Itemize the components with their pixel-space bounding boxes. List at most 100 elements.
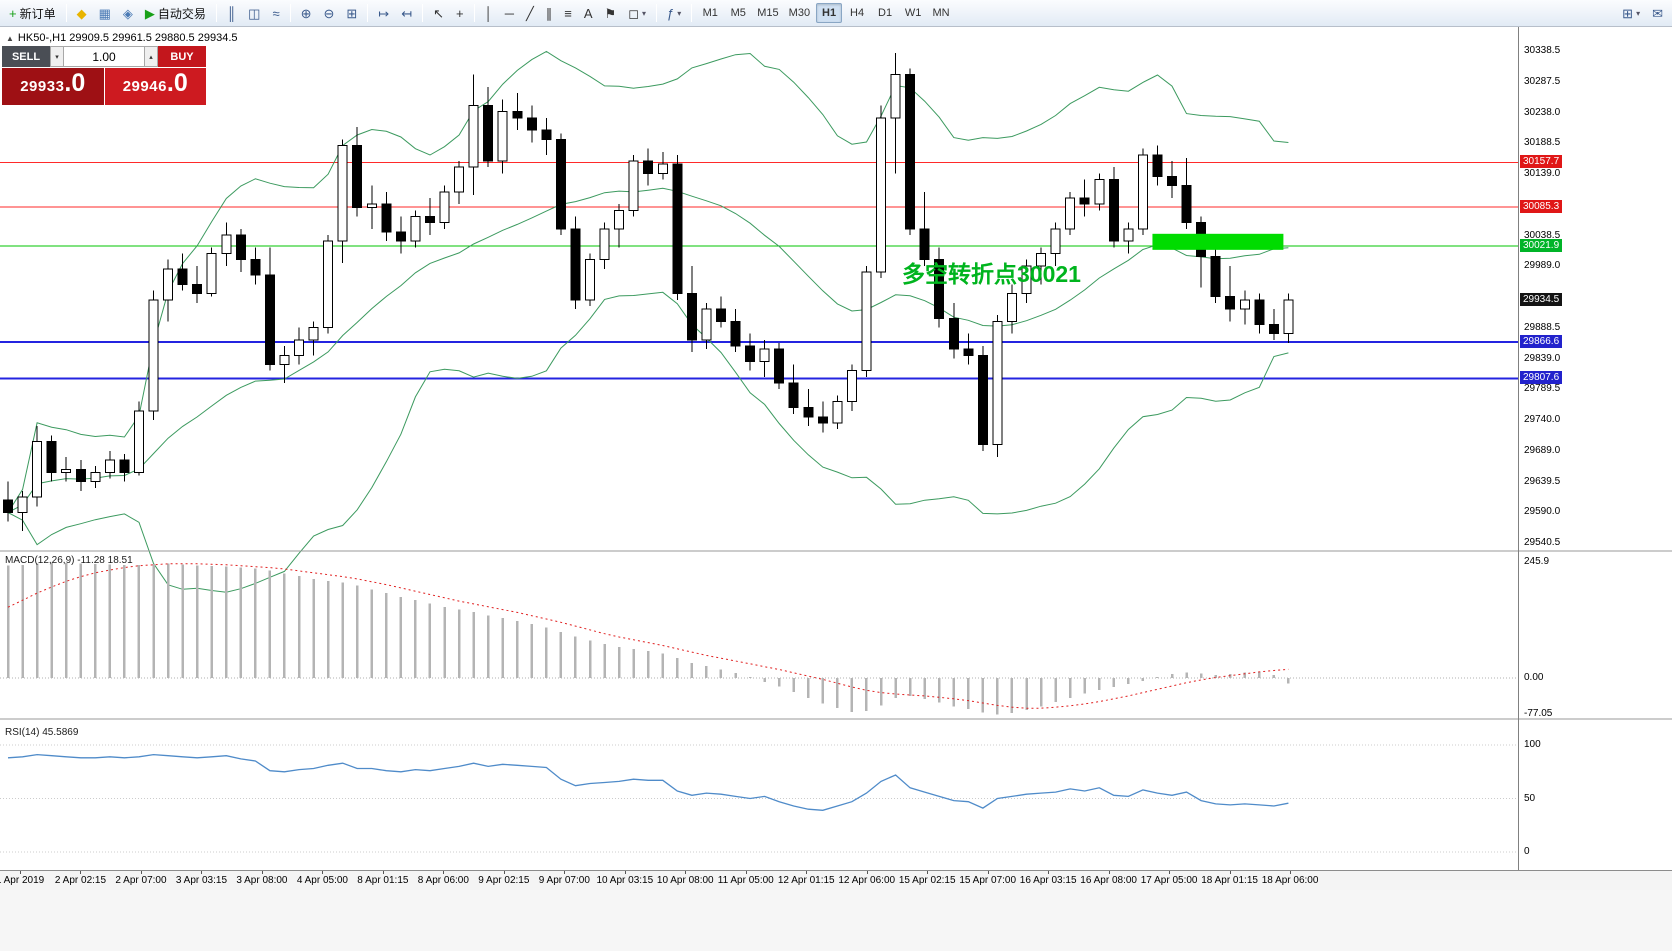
price-axis-label: 30238.0 bbox=[1524, 106, 1561, 118]
volume-input[interactable]: 1.00 bbox=[64, 46, 144, 67]
candle-body bbox=[759, 348, 770, 362]
timeframe-m30-button[interactable]: M30 bbox=[788, 7, 811, 19]
price-axis-tag: 30157.7 bbox=[1520, 155, 1563, 169]
sell-price-button[interactable]: 29933 .0 bbox=[2, 68, 104, 105]
collapse-panel-icon[interactable]: ▲ bbox=[6, 33, 14, 43]
time-axis-tick bbox=[564, 871, 566, 874]
timeframe-m1-button[interactable]: M1 bbox=[702, 7, 718, 19]
candle-body bbox=[745, 345, 756, 362]
crosshair-icon[interactable]: + bbox=[451, 2, 469, 24]
candle-body bbox=[206, 253, 217, 295]
chart-title: ▲ HK50-,H1 29909.5 29961.5 29880.5 29934… bbox=[6, 32, 238, 44]
price-axis-label: 29989.0 bbox=[1524, 260, 1561, 272]
time-axis-label: 2 Apr 07:00 bbox=[115, 875, 167, 886]
toolbar-separator bbox=[367, 4, 369, 22]
bar-chart-icon[interactable]: ║ bbox=[222, 2, 241, 24]
chart-annotation-text[interactable]: 多空转折点30021 bbox=[902, 261, 1081, 287]
horizontal-line-icon[interactable]: ─ bbox=[500, 2, 519, 24]
buy-price-main: 29946 bbox=[122, 78, 167, 95]
new-chart-button[interactable]: ⊞ ▾ bbox=[1617, 2, 1645, 24]
candle-body bbox=[133, 410, 144, 473]
candlestick-chart-icon: ◫ bbox=[248, 5, 261, 21]
timeframe-d1-button[interactable]: D1 bbox=[878, 7, 893, 19]
navigator-icon[interactable]: ◈ bbox=[118, 2, 138, 24]
dropdown-caret-icon: ▾ bbox=[642, 8, 647, 18]
fibonacci-icon[interactable]: ≡ bbox=[559, 2, 577, 24]
macd-axis-label: 0.00 bbox=[1524, 672, 1544, 683]
fibonacci-icon: ≡ bbox=[564, 5, 572, 21]
time-axis-tick bbox=[1229, 871, 1231, 874]
candle-body bbox=[1123, 228, 1134, 242]
zoom-out-icon[interactable]: ⊖ bbox=[318, 2, 339, 24]
volume-decrease-button[interactable]: ▾ bbox=[50, 46, 64, 67]
candle-body bbox=[905, 74, 916, 230]
candlestick-chart-icon[interactable]: ◫ bbox=[243, 2, 265, 24]
market-watch-icon[interactable]: ▦ bbox=[94, 2, 116, 24]
candle-body bbox=[512, 111, 523, 119]
buy-price-button[interactable]: 29946 .0 bbox=[104, 68, 206, 105]
time-axis-tick bbox=[866, 871, 868, 874]
new-order-button[interactable]: + 新订单 bbox=[4, 2, 61, 24]
candle-body bbox=[1283, 299, 1294, 335]
candle-body bbox=[1108, 179, 1119, 242]
profiles-icon: ◆ bbox=[76, 5, 87, 21]
tile-windows-icon[interactable]: ⊞ bbox=[341, 2, 362, 24]
price-axis-label: 29888.5 bbox=[1524, 322, 1561, 334]
text-icon: A bbox=[583, 5, 593, 21]
candle-body bbox=[1094, 179, 1105, 205]
trendline-icon[interactable]: ╱ bbox=[521, 2, 539, 24]
line-chart-icon[interactable]: ≈ bbox=[267, 2, 284, 24]
time-axis-tick bbox=[382, 871, 384, 874]
profiles-icon[interactable]: ◆ bbox=[72, 2, 92, 24]
time-axis-label: 15 Apr 02:15 bbox=[898, 875, 956, 886]
candle-body bbox=[1065, 197, 1076, 230]
timeframe-h4-button[interactable]: H4 bbox=[850, 7, 865, 19]
candle-body bbox=[876, 117, 886, 273]
price-axis-label: 29839.0 bbox=[1524, 352, 1561, 364]
market-watch-icon: ▦ bbox=[98, 5, 111, 21]
chart-shift-icon[interactable]: ↤ bbox=[396, 2, 417, 24]
timeframe-w1-button[interactable]: W1 bbox=[904, 7, 922, 19]
trendline-icon: ╱ bbox=[525, 5, 534, 21]
candle-body bbox=[817, 416, 828, 424]
text-icon[interactable]: A bbox=[579, 2, 598, 24]
candle-body bbox=[294, 339, 304, 356]
candle-body bbox=[526, 117, 537, 131]
time-axis-label: 12 Apr 06:00 bbox=[838, 875, 896, 886]
time-axis-tick bbox=[987, 871, 989, 874]
candle-body bbox=[3, 499, 13, 513]
timeframe-mn-button[interactable]: MN bbox=[932, 7, 950, 19]
time-axis-label: 1 Apr 2019 bbox=[0, 875, 45, 886]
chat-icon[interactable]: ✉ bbox=[1647, 2, 1668, 24]
candle-body bbox=[264, 274, 275, 366]
chart-shift-icon: ↤ bbox=[401, 5, 413, 21]
volume-increase-button[interactable]: ▴ bbox=[144, 46, 158, 67]
zoom-in-icon[interactable]: ⊕ bbox=[296, 2, 317, 24]
highlight-rect[interactable] bbox=[1152, 233, 1284, 250]
candle-body bbox=[1021, 265, 1032, 295]
channel-icon[interactable]: ∥ bbox=[541, 2, 558, 24]
candle-body bbox=[497, 111, 508, 162]
sell-button[interactable]: SELL bbox=[2, 46, 50, 67]
indicators-icon[interactable]: ƒ ▾ bbox=[662, 2, 686, 24]
vertical-line-icon[interactable]: │ bbox=[480, 2, 498, 24]
time-axis[interactable]: 1 Apr 2019 2 Apr 02:15 2 Apr 07:00 3 Apr 03… bbox=[0, 870, 1672, 890]
candle-body bbox=[672, 163, 683, 295]
timeframe-h1-button[interactable]: H1 bbox=[816, 3, 843, 23]
shapes-icon[interactable]: ◻ ▾ bbox=[623, 2, 651, 24]
toolbar-separator bbox=[656, 4, 658, 22]
timeframe-m15-button[interactable]: M15 bbox=[757, 7, 779, 19]
candle-body bbox=[628, 160, 639, 211]
candle-body bbox=[585, 259, 595, 301]
navigator-icon: ◈ bbox=[122, 5, 133, 21]
auto-trading-button[interactable]: ▶ 自动交易 bbox=[140, 2, 211, 24]
auto-scroll-icon[interactable]: ↦ bbox=[373, 2, 394, 24]
timeframe-m5-button[interactable]: M5 bbox=[730, 7, 746, 19]
cursor-icon[interactable]: ↖ bbox=[428, 2, 449, 24]
dropdown-caret-icon: ▾ bbox=[677, 8, 682, 18]
arrow-label-icon[interactable]: ⚑ bbox=[600, 2, 622, 24]
candle-body bbox=[395, 231, 406, 242]
candle-body bbox=[643, 160, 654, 174]
chart-canvas[interactable] bbox=[0, 27, 1672, 870]
buy-button[interactable]: BUY bbox=[158, 46, 206, 67]
